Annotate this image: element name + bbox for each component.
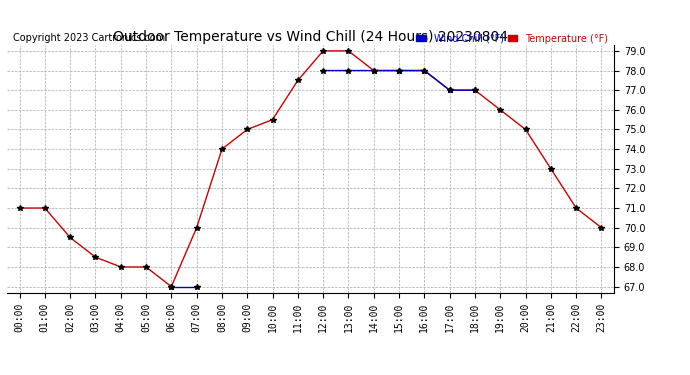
Title: Outdoor Temperature vs Wind Chill (24 Hours) 20230804: Outdoor Temperature vs Wind Chill (24 Ho… xyxy=(113,30,508,44)
Legend: Wind Chill (°F), Temperature (°F): Wind Chill (°F), Temperature (°F) xyxy=(415,33,609,45)
Text: Copyright 2023 Cartronics.com: Copyright 2023 Cartronics.com xyxy=(13,33,165,42)
